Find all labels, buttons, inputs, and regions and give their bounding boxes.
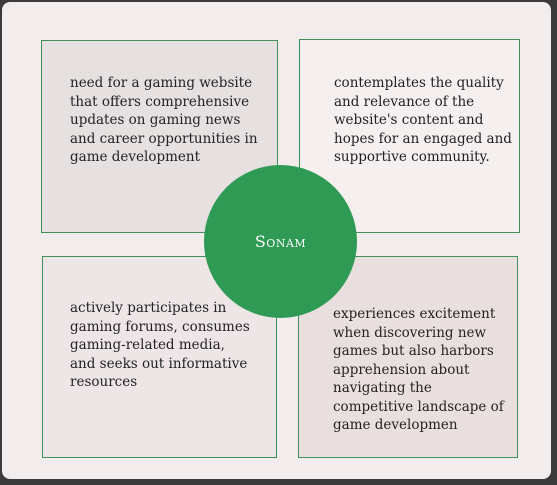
quadrant-top-left-text: need for a gaming website that offers co… — [70, 75, 258, 165]
quadrant-top-right-text: contemplates the quality and relevance o… — [334, 75, 512, 165]
diagram-card: need for a gaming website that offers co… — [2, 2, 551, 479]
center-circle: Sonam — [204, 165, 357, 318]
quadrant-bottom-left-text: actively participates in gaming forums, … — [70, 300, 250, 390]
quadrant-top-right: contemplates the quality and relevance o… — [299, 39, 520, 233]
quadrant-bottom-left: actively participates in gaming forums, … — [42, 256, 277, 458]
center-label: Sonam — [254, 232, 307, 251]
quadrant-bottom-right-text: experiences excitement when discovering … — [333, 306, 504, 433]
quadrant-top-left: need for a gaming website that offers co… — [41, 40, 278, 233]
